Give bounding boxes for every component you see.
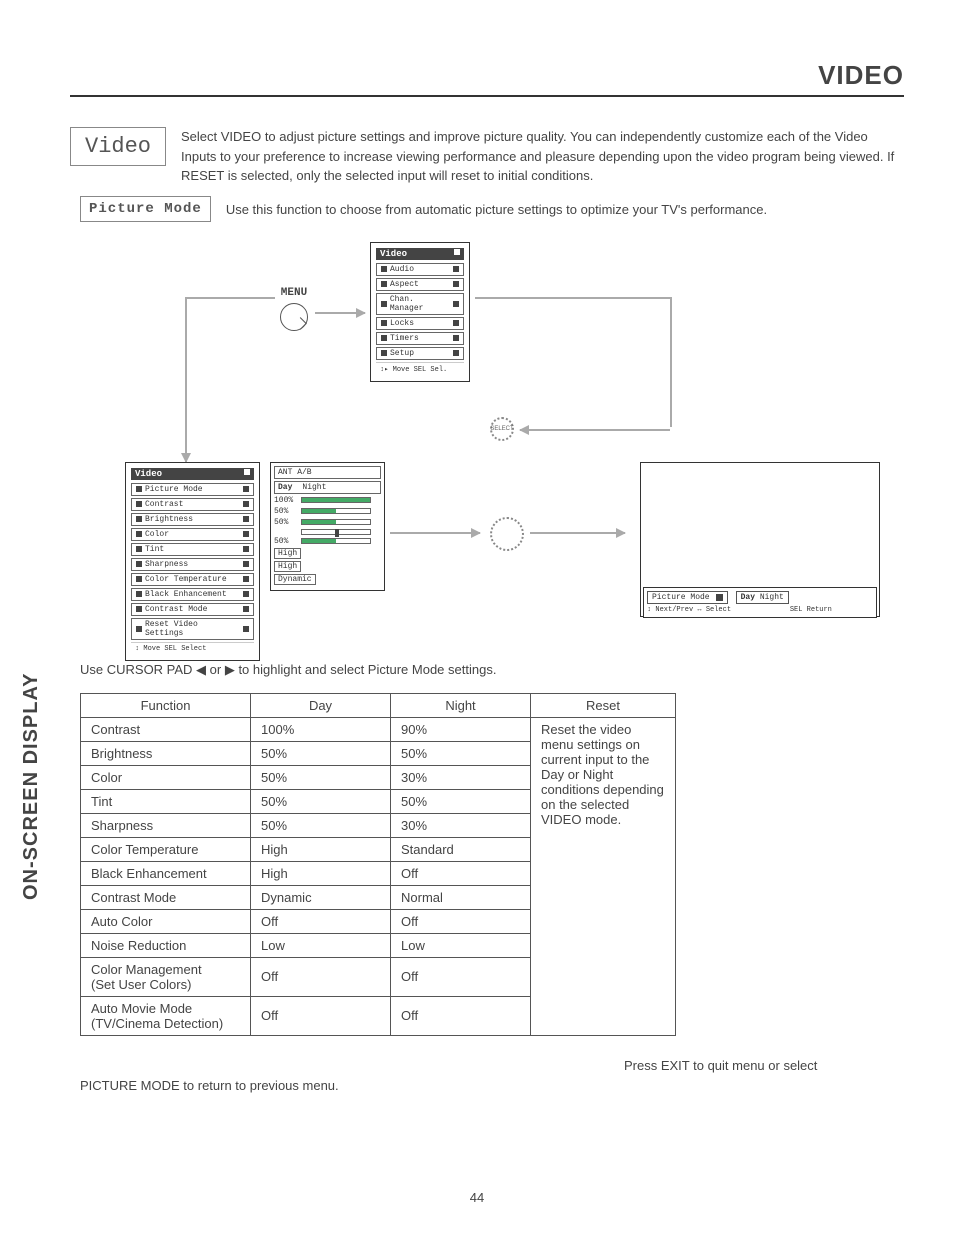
page-title: VIDEO	[70, 60, 904, 97]
menu-dial-icon	[280, 303, 308, 331]
table-header: Function	[81, 693, 251, 717]
footer-left: PICTURE MODE to return to previous menu.	[80, 1076, 894, 1097]
cursor-pad-icon	[490, 517, 524, 551]
osd-menu-item: Locks	[376, 317, 464, 330]
picture-mode-box-label: Picture Mode	[80, 196, 211, 222]
picture-mode-strip: Picture Mode Day Night ↕ Next/Prev ↔ Sel…	[643, 587, 877, 618]
osd-menu-item: Chan. Manager	[376, 293, 464, 315]
menu-label: MENU	[280, 287, 308, 299]
picture-mode-intro: Use this function to choose from automat…	[226, 196, 904, 217]
osd-menu-item: Audio	[376, 263, 464, 276]
video-intro: Select VIDEO to adjust picture settings …	[181, 127, 904, 186]
table-row: Contrast100%90%Reset the video menu sett…	[81, 717, 676, 741]
video-menu-osd: Video Picture ModeContrastBrightnessColo…	[125, 462, 260, 661]
osd-menu-item: Black Enhancement	[131, 588, 254, 601]
osd-menu-item: Contrast	[131, 498, 254, 511]
osd-menu-item: Tint	[131, 543, 254, 556]
table-header: Night	[391, 693, 531, 717]
settings-table: Function Day Night Reset Contrast100%90%…	[80, 693, 676, 1036]
table-header: Reset	[531, 693, 676, 717]
footer-right: Press EXIT to quit menu or select	[624, 1056, 884, 1077]
osd-menu-item: Picture Mode	[131, 483, 254, 496]
osd-menu-item: Timers	[376, 332, 464, 345]
osd-menu-item: Sharpness	[131, 558, 254, 571]
osd-menu-item: Aspect	[376, 278, 464, 291]
osd-menu-item: Setup	[376, 347, 464, 360]
osd-menu-item: Reset Video Settings	[131, 618, 254, 640]
osd-menu-item: Brightness	[131, 513, 254, 526]
select-button-icon: SELECT	[490, 417, 514, 441]
osd-menu-item: Contrast Mode	[131, 603, 254, 616]
video-box-label: Video	[70, 127, 166, 166]
menu-diagram: MENU Video AudioAspectChan. ManagerLocks…	[80, 242, 894, 632]
osd-menu-item: Color	[131, 528, 254, 541]
settings-osd: ANT A/BDayNight100%50%50%50%HighHighDyna…	[270, 462, 385, 591]
side-label: ON-SCREEN DISPLAY	[20, 673, 43, 900]
main-menu-osd: Video AudioAspectChan. ManagerLocksTimer…	[370, 242, 470, 382]
osd-menu-item: Color Temperature	[131, 573, 254, 586]
page-number: 44	[0, 1190, 954, 1205]
table-header: Day	[251, 693, 391, 717]
cursor-instruction: Use CURSOR PAD ◀ or ▶ to highlight and s…	[80, 662, 894, 678]
